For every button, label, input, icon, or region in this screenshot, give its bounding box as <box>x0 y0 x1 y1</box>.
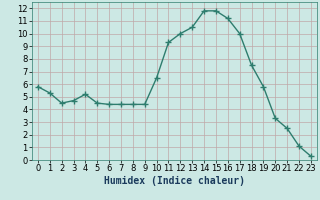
X-axis label: Humidex (Indice chaleur): Humidex (Indice chaleur) <box>104 176 245 186</box>
